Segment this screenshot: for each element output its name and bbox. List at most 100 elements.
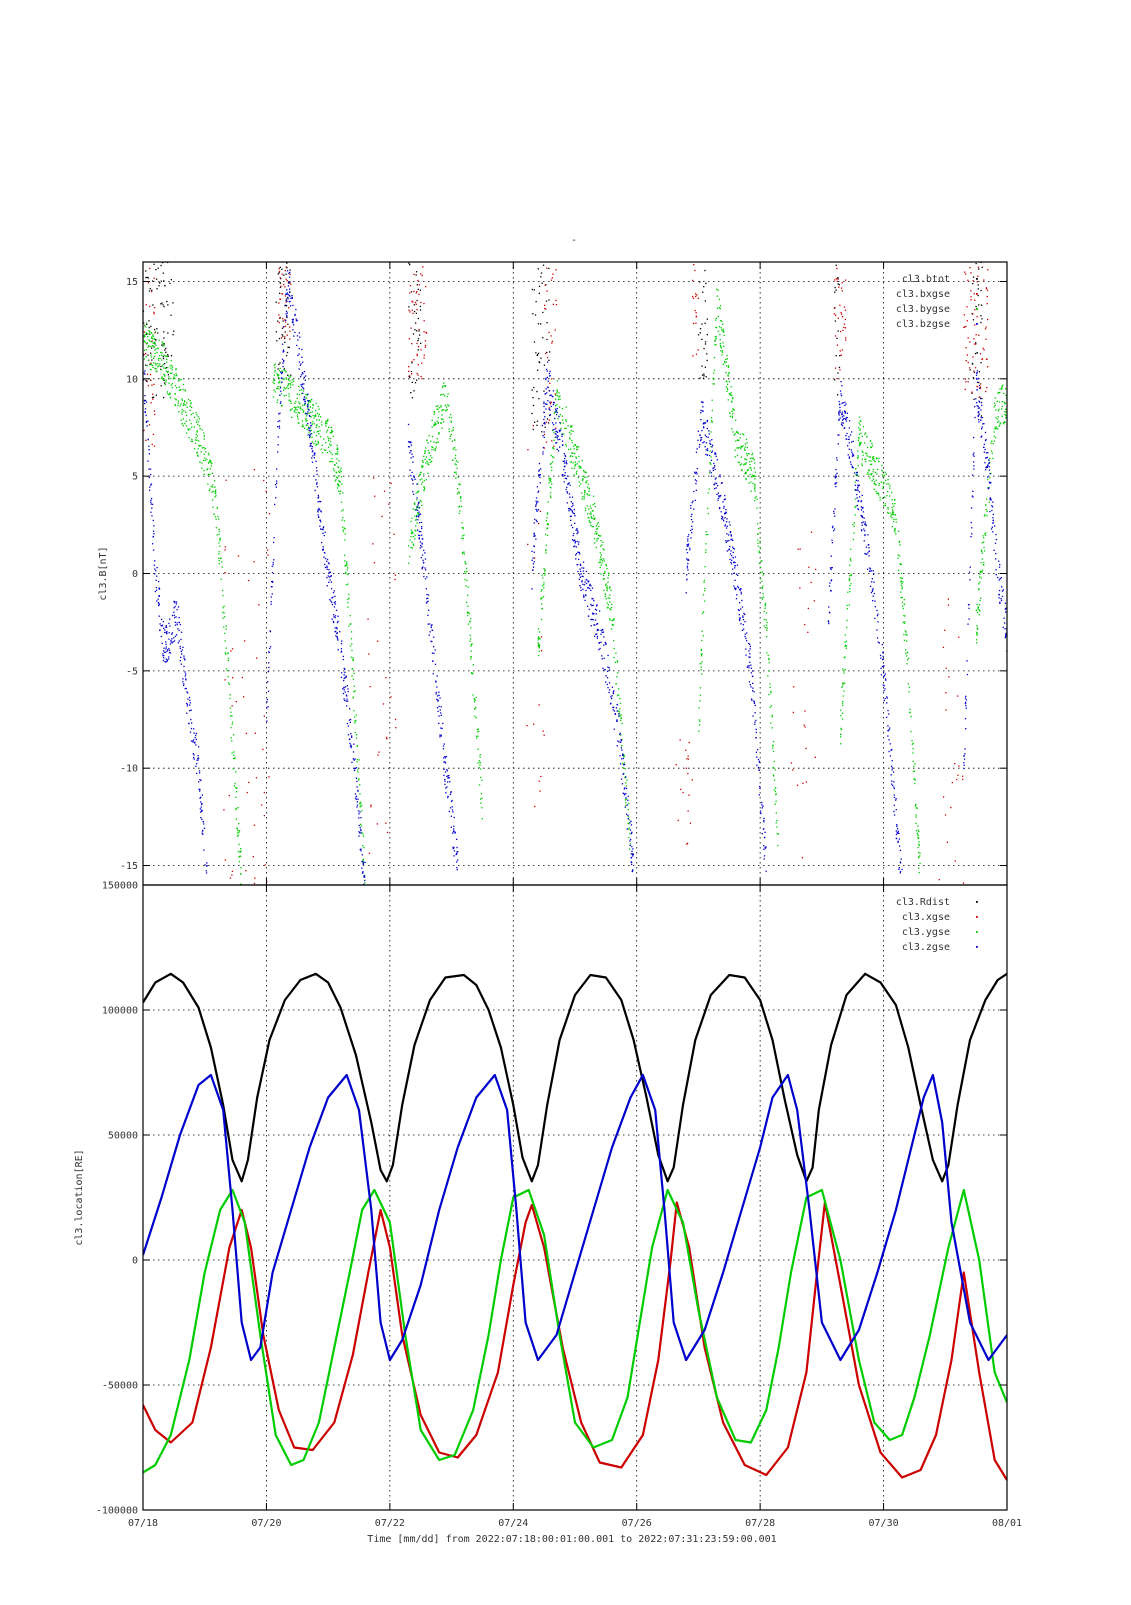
data-point (735, 556, 736, 557)
data-point (328, 438, 329, 439)
data-point (874, 601, 875, 602)
data-point (883, 672, 884, 673)
data-point (414, 329, 415, 330)
data-point (752, 475, 753, 476)
data-point (737, 455, 738, 456)
data-point (151, 385, 152, 386)
data-point (290, 383, 291, 384)
data-point (411, 457, 412, 458)
data-point (952, 782, 953, 783)
data-point (546, 545, 547, 546)
data-point (286, 371, 287, 372)
data-point (253, 561, 254, 562)
data-point (720, 346, 721, 347)
data-point (730, 416, 731, 417)
data-point (219, 551, 220, 552)
data-point (205, 448, 206, 449)
data-point (761, 588, 762, 589)
data-point (834, 379, 835, 380)
data-point (980, 598, 981, 599)
data-point (434, 411, 435, 412)
data-point (292, 322, 293, 323)
data-point (318, 495, 319, 496)
data-point (547, 535, 548, 536)
data-point (286, 289, 287, 290)
data-point (309, 446, 310, 447)
data-point (621, 714, 622, 715)
data-point (865, 432, 866, 433)
data-point (185, 390, 186, 391)
data-point (423, 331, 424, 332)
data-point (605, 643, 606, 644)
data-point (836, 473, 837, 474)
data-point (549, 407, 550, 408)
data-point (571, 430, 572, 431)
data-point (180, 648, 181, 649)
data-point (575, 558, 576, 559)
data-point (413, 359, 414, 360)
data-point (182, 678, 183, 679)
data-point (863, 426, 864, 427)
data-point (718, 290, 719, 291)
data-point (377, 823, 378, 824)
data-point (873, 596, 874, 597)
data-point (274, 537, 275, 538)
data-point (835, 315, 836, 316)
data-point (281, 393, 282, 394)
data-point (288, 384, 289, 385)
data-point (838, 411, 839, 412)
data-point (325, 567, 326, 568)
data-point (171, 638, 172, 639)
data-point (337, 466, 338, 467)
data-point (877, 621, 878, 622)
data-point (975, 353, 976, 354)
data-point (898, 570, 899, 571)
data-point (282, 359, 283, 360)
data-point (631, 832, 632, 833)
data-point (281, 269, 282, 270)
data-point (749, 657, 750, 658)
data-point (318, 415, 319, 416)
data-point (164, 285, 165, 286)
data-point (989, 458, 990, 459)
data-point (546, 388, 547, 389)
data-point (292, 379, 293, 380)
data-point (918, 830, 919, 831)
data-point (611, 628, 612, 629)
data-point (196, 437, 197, 438)
data-point (995, 428, 996, 429)
data-point (558, 399, 559, 400)
data-point (686, 558, 687, 559)
data-point (277, 426, 278, 427)
data-point (970, 296, 971, 297)
data-point (728, 365, 729, 366)
data-point (276, 373, 277, 374)
data-point (211, 486, 212, 487)
data-point (278, 377, 279, 378)
data-point (300, 363, 301, 364)
data-point (840, 412, 841, 413)
data-point (545, 403, 546, 404)
data-point (859, 491, 860, 492)
data-point (763, 821, 764, 822)
data-point (879, 497, 880, 498)
data-point (428, 464, 429, 465)
data-point (837, 345, 838, 346)
data-point (578, 477, 579, 478)
data-point (215, 490, 216, 491)
data-point (223, 607, 224, 608)
data-point (579, 468, 580, 469)
data-point (557, 437, 558, 438)
data-point (180, 405, 181, 406)
data-point (151, 336, 152, 337)
data-point (835, 335, 836, 336)
data-point (893, 506, 894, 507)
data-point (970, 369, 971, 370)
data-point (546, 322, 547, 323)
data-point (340, 470, 341, 471)
data-point (602, 629, 603, 630)
data-point (761, 597, 762, 598)
data-point (871, 474, 872, 475)
data-point (428, 450, 429, 451)
data-point (412, 547, 413, 548)
